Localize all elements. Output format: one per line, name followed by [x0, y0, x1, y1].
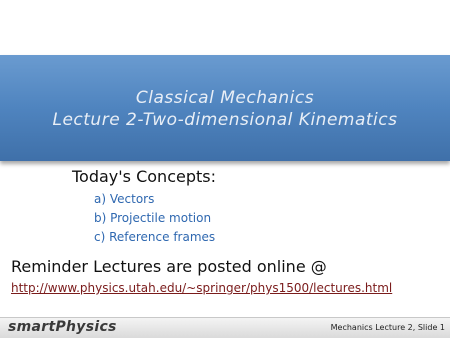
title-banner: Classical Mechanics Lecture 2-Two-dimens… [0, 55, 450, 161]
title-line: Classical Mechanics [135, 88, 315, 108]
lecture-link[interactable]: http://www.physics.utah.edu/~springer/ph… [11, 281, 393, 295]
concepts-heading: Today's Concepts: [72, 167, 216, 186]
logo: smartPhysics [8, 319, 117, 335]
reminder-text: Reminder Lectures are posted online @ [11, 257, 327, 276]
title-line: Lecture 2-Two-dimensional Kinematics [52, 110, 398, 130]
concept-item: b) Projectile motion [94, 211, 212, 225]
footer: smartPhysics Mechanics Lecture 2, Slide … [0, 317, 450, 338]
slide-label: Mechanics Lecture 2, Slide 1 [330, 323, 445, 332]
concept-item: a) Vectors [94, 192, 155, 206]
concept-item: c) Reference frames [94, 230, 216, 244]
